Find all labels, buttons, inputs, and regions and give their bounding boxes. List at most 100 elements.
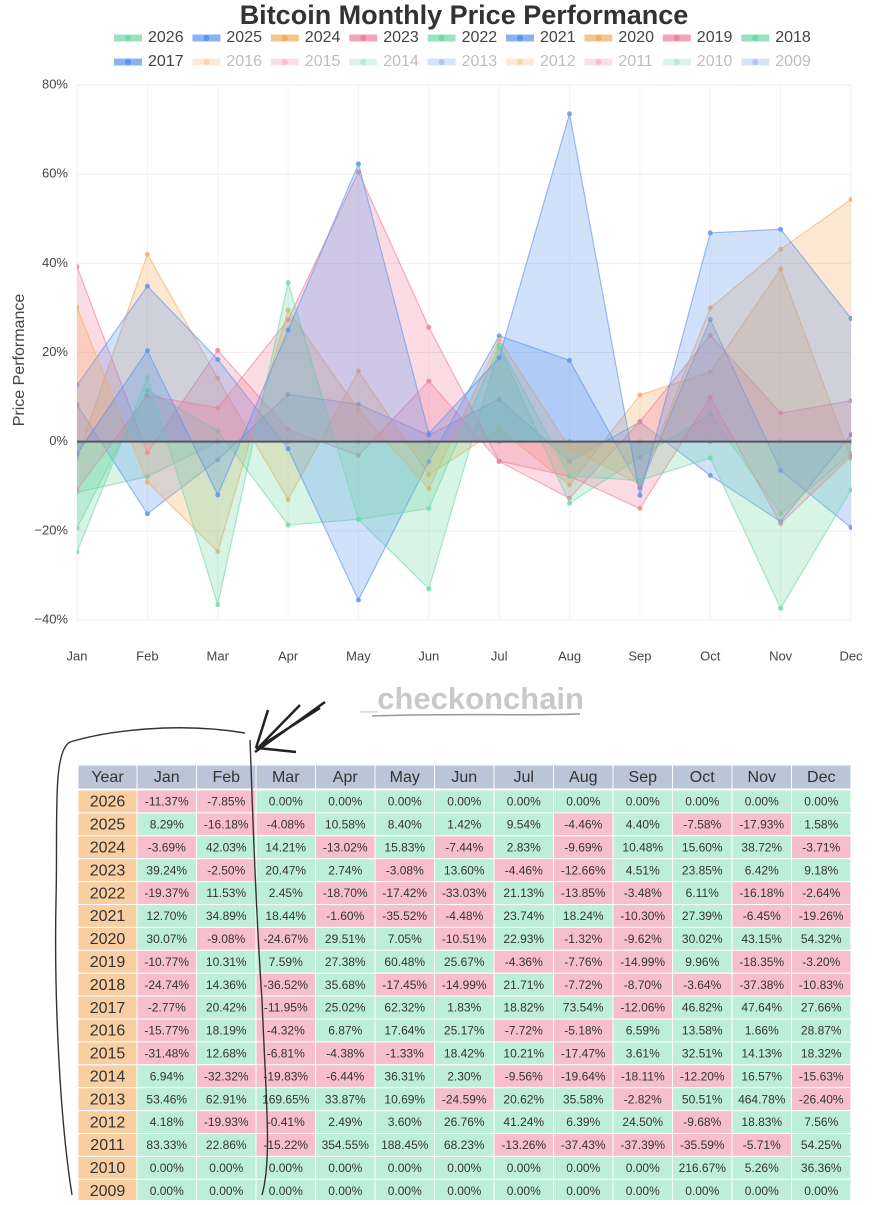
value-label: 0.00% — [209, 1184, 243, 1198]
value-label: 0.00% — [626, 795, 660, 809]
x-tick-label: May — [346, 648, 371, 663]
value-label: 21.13% — [503, 886, 544, 900]
value-label: -4.46% — [564, 818, 602, 832]
marker — [637, 477, 643, 483]
watermark-underline — [371, 713, 581, 717]
value-label: -4.46% — [505, 863, 543, 877]
value-label: 2.45% — [269, 886, 303, 900]
legend-label: 2016 — [226, 53, 262, 70]
marker — [215, 492, 221, 498]
value-label: -37.39% — [620, 1138, 665, 1152]
value-label: 47.64% — [741, 1001, 782, 1015]
value-label: 0.00% — [447, 1161, 481, 1175]
value-label: -24.67% — [263, 932, 308, 946]
value-label: -13.26% — [501, 1138, 546, 1152]
marker — [215, 356, 221, 362]
value-label: -10.30% — [620, 909, 665, 923]
legend-dot — [752, 35, 759, 41]
marker — [426, 486, 432, 492]
value-label: -1.60% — [326, 909, 364, 923]
year-label: 2016 — [90, 1023, 126, 1040]
marker — [285, 327, 291, 333]
hand-drawn-line — [249, 739, 269, 1196]
marker — [848, 525, 852, 531]
value-label: 0.00% — [626, 1161, 660, 1175]
value-label: 7.05% — [388, 932, 422, 946]
marker — [778, 266, 784, 272]
marker — [707, 394, 713, 400]
value-label: 6.87% — [328, 1024, 362, 1038]
value-label: 0.00% — [685, 795, 719, 809]
value-label: 464.78% — [738, 1092, 786, 1106]
marker — [144, 387, 150, 393]
legend-label: 2011 — [618, 53, 653, 70]
value-label: 0.00% — [447, 795, 481, 809]
value-label: 6.42% — [745, 863, 779, 877]
value-label: -9.69% — [564, 840, 602, 854]
area — [77, 199, 851, 552]
x-tick-label: Dec — [839, 648, 863, 663]
value-label: 50.51% — [682, 1092, 723, 1106]
legend-dot — [360, 59, 367, 65]
marker — [285, 497, 291, 503]
y-tick-label: 0% — [49, 433, 68, 448]
value-label: -13.02% — [323, 840, 368, 854]
value-label: 15.60% — [682, 840, 723, 854]
value-label: 36.31% — [384, 1069, 425, 1083]
marker — [426, 459, 432, 465]
value-label: 15.83% — [384, 840, 425, 854]
marker — [567, 459, 573, 465]
value-label: 4.51% — [626, 863, 660, 877]
marker — [144, 283, 150, 289]
marker — [426, 324, 432, 330]
value-label: 73.54% — [563, 1001, 604, 1015]
marker — [77, 402, 80, 408]
value-label: -12.20% — [680, 1069, 725, 1083]
value-label: -3.48% — [624, 886, 662, 900]
marker — [778, 605, 784, 611]
header-label: Mar — [272, 769, 300, 786]
marker — [707, 455, 713, 461]
marker — [215, 601, 221, 607]
marker — [144, 348, 150, 354]
value-label: 0.00% — [150, 1161, 184, 1175]
marker — [77, 382, 80, 388]
header-label: Dec — [807, 769, 835, 786]
value-label: -7.76% — [564, 955, 602, 969]
value-label: -19.83% — [263, 1069, 308, 1083]
year-label: 2020 — [90, 931, 126, 948]
value-label: 0.00% — [804, 795, 838, 809]
marker — [637, 392, 643, 398]
legend-dot — [673, 35, 680, 41]
legend-label: 2017 — [148, 53, 184, 70]
value-label: 68.23% — [444, 1138, 485, 1152]
y-tick-label: 60% — [42, 166, 68, 181]
value-label: 27.38% — [325, 955, 366, 969]
value-label: 62.91% — [206, 1092, 247, 1106]
header-label: Year — [91, 769, 124, 786]
value-label: -5.18% — [564, 1024, 602, 1038]
value-label: 22.93% — [503, 932, 544, 946]
legend-label: 2013 — [462, 53, 498, 70]
value-label: -9.62% — [624, 932, 662, 946]
value-label: -3.64% — [683, 978, 721, 992]
value-label: 0.00% — [388, 1161, 422, 1175]
marker — [144, 251, 150, 257]
x-tick-label: Apr — [278, 648, 299, 663]
value-label: -7.44% — [445, 840, 483, 854]
year-label: 2012 — [90, 1114, 126, 1131]
value-label: -2.82% — [624, 1092, 662, 1106]
x-tick-label: Jul — [491, 648, 508, 663]
value-label: 41.24% — [503, 1115, 544, 1129]
legend-label: 2018 — [775, 29, 811, 46]
marker — [215, 457, 221, 463]
marker — [355, 516, 361, 522]
marker — [848, 398, 852, 404]
value-label: 18.82% — [503, 1001, 544, 1015]
value-label: -1.33% — [386, 1047, 424, 1061]
value-label: 7.56% — [804, 1115, 838, 1129]
marker — [637, 419, 643, 425]
value-label: 17.64% — [384, 1024, 425, 1038]
marker — [215, 405, 221, 411]
value-label: 6.39% — [566, 1115, 600, 1129]
